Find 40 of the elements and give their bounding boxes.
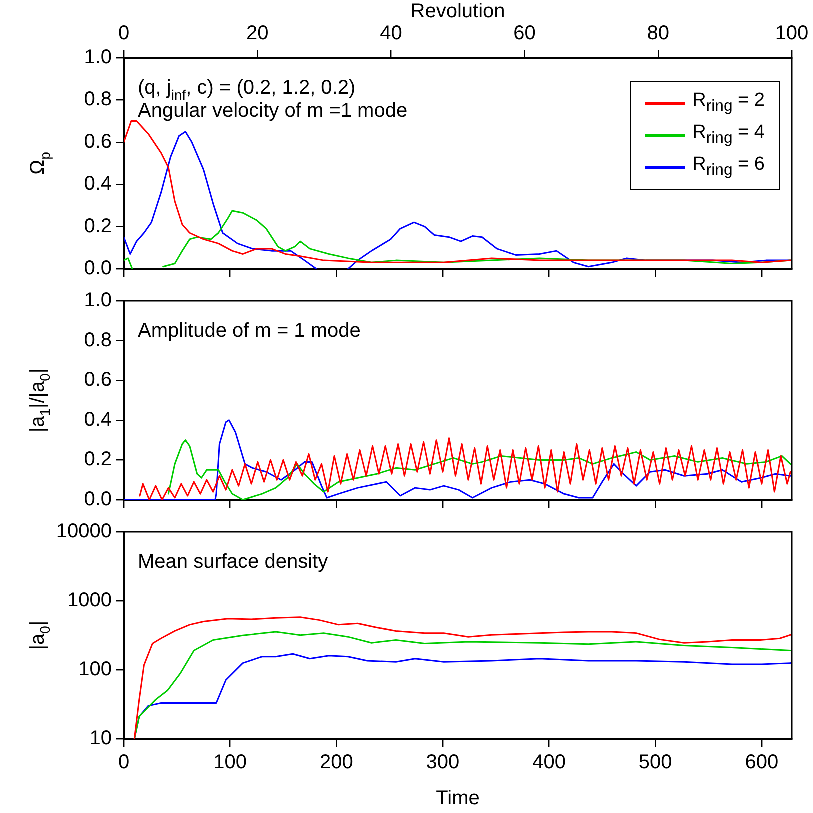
- legend-label: R$_{ring}$ = 4: [692, 120, 765, 149]
- x-tick-label: 200: [320, 752, 354, 774]
- x2-tick-label: 40: [380, 22, 402, 45]
- x-tick-label: 400: [532, 752, 566, 774]
- x2-tick-label: 0: [118, 22, 130, 45]
- y-tick-label: 1.0: [84, 46, 112, 69]
- x2-tick-label: 60: [514, 22, 536, 45]
- x2-tick-label: 100: [775, 22, 809, 45]
- annotation: Amplitude of m = 1 mode: [138, 320, 361, 342]
- legend-label: R$_{ring}$ = 6: [692, 152, 765, 180]
- x-tick-label: 300: [426, 752, 460, 774]
- x-axis-title: Time: [436, 788, 480, 810]
- y-tick-label: 10000: [56, 520, 112, 543]
- y-tick-label: 0.4: [84, 173, 112, 196]
- x-tick-label: 600: [745, 752, 779, 774]
- y-axis-title: |a0|: [27, 620, 53, 650]
- y-tick-label: 0.4: [84, 408, 112, 431]
- legend-label: R$_{ring}$ = 2: [692, 89, 765, 117]
- x-tick-label: 0: [118, 752, 130, 774]
- annotation: Mean surface density: [138, 551, 328, 573]
- y-tick-label: 0.8: [84, 88, 112, 111]
- y-tick-label: 0.0: [84, 488, 112, 511]
- y-tick-label: 0.0: [84, 258, 112, 280]
- y-tick-label: 0.2: [84, 215, 112, 238]
- x-tick-label: 100: [214, 752, 248, 774]
- y-tick-label: 0.8: [84, 329, 112, 352]
- y-tick-label: 10: [90, 728, 112, 750]
- y-tick-label: 1.0: [84, 290, 112, 312]
- y-axis-title: |a1|/|a0|: [27, 368, 53, 433]
- y-tick-label: 100: [78, 658, 112, 681]
- x2-tick-label: 20: [246, 22, 269, 45]
- y-axis-title: Ωp: [27, 152, 53, 175]
- x-tick-label: 500: [638, 752, 672, 774]
- x2-tick-label: 80: [647, 22, 670, 45]
- y-tick-label: 0.2: [84, 448, 112, 471]
- y-tick-label: 1000: [68, 590, 112, 612]
- x2-axis-title: Revolution: [410, 0, 506, 23]
- y-tick-label: 0.6: [84, 130, 112, 153]
- y-tick-label: 0.6: [84, 369, 112, 392]
- annotation: Angular velocity of m =1 mode: [138, 100, 408, 122]
